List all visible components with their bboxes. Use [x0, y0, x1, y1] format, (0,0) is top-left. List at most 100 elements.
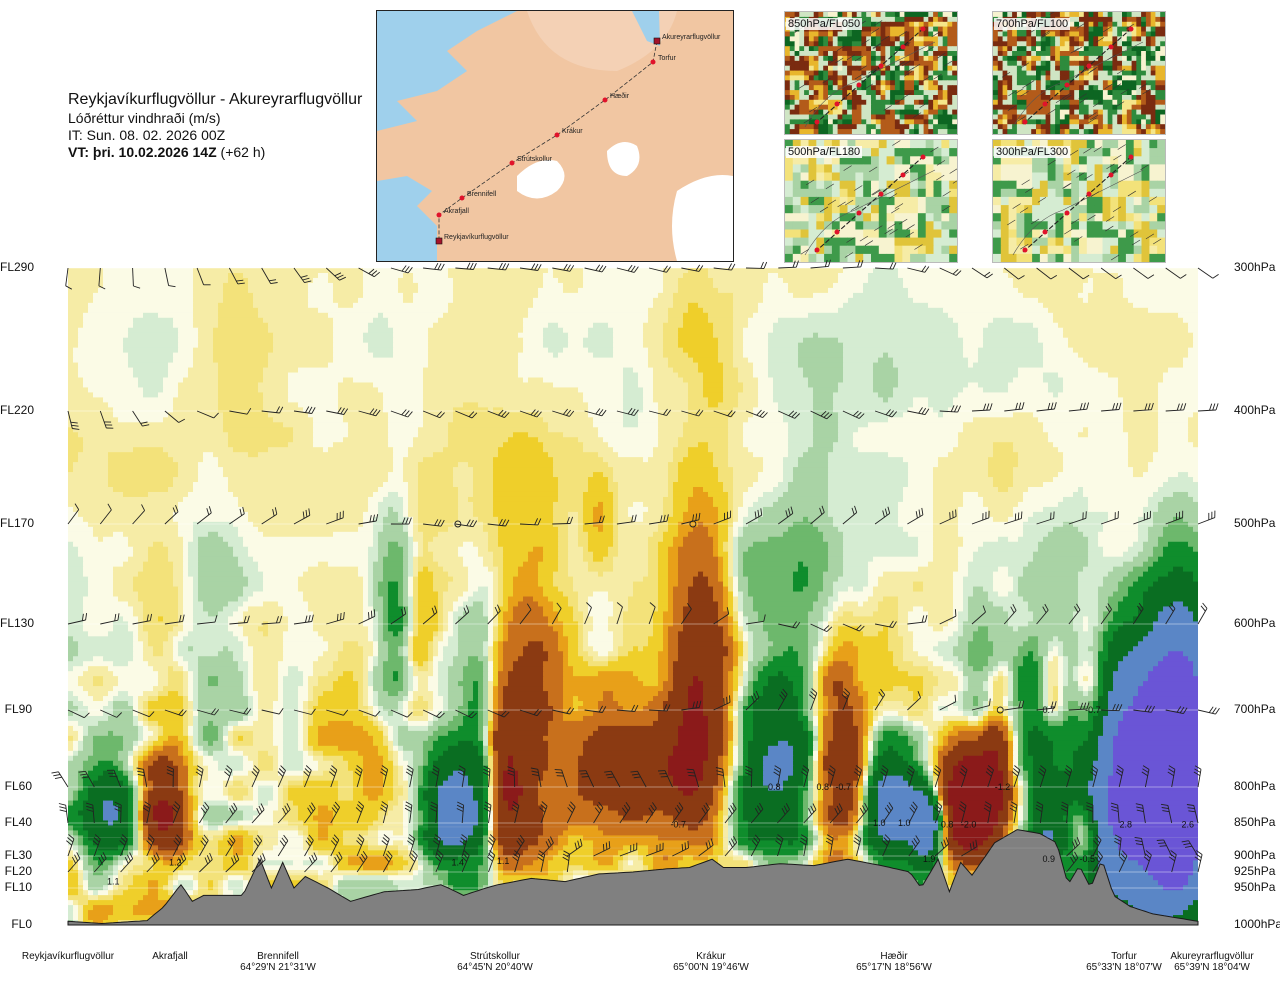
- field-cell: [503, 576, 514, 583]
- waypoint-label: Akureyrarflugvöllur: [662, 34, 721, 41]
- inset-cell: [799, 41, 805, 47]
- field-cell: [653, 447, 674, 453]
- inset-cell: [1002, 119, 1008, 125]
- field-cell: [958, 531, 1024, 538]
- field-cell: [1123, 551, 1139, 558]
- field-cell: [378, 531, 409, 538]
- inset-cell: [1098, 55, 1104, 62]
- inset-cell: [894, 229, 903, 239]
- inset-cell: [880, 75, 886, 81]
- inset-cell: [847, 156, 856, 165]
- inset-cell: [1160, 51, 1165, 57]
- inset-cell: [1059, 109, 1066, 115]
- field-cell: [683, 422, 729, 428]
- inset-cell: [831, 221, 841, 230]
- field-cell: [1118, 586, 1129, 593]
- field-cell: [708, 268, 844, 274]
- inset-cell: [837, 114, 843, 120]
- inset-cell: [824, 237, 833, 247]
- inset-cell: [1093, 46, 1099, 52]
- inset-cell: [894, 140, 903, 149]
- inset-cell: [800, 221, 809, 230]
- field-cell: [188, 367, 219, 374]
- inset-cell: [937, 12, 944, 18]
- field-cell: [428, 566, 444, 573]
- field-cell: [403, 467, 419, 473]
- inset-cell: [1118, 253, 1127, 262]
- inset-cell: [886, 237, 895, 247]
- inset-cell: [1145, 104, 1152, 111]
- field-cell: [688, 531, 709, 538]
- inset-cell: [1064, 104, 1070, 111]
- inset-cell: [910, 188, 919, 198]
- field-cell: [453, 482, 474, 488]
- inset-cell: [863, 164, 872, 173]
- field-cell: [193, 282, 224, 289]
- inset-cell: [1079, 70, 1085, 76]
- field-cell: [78, 332, 129, 339]
- field-cell: [273, 337, 334, 344]
- field-cell: [953, 586, 964, 593]
- field-cell: [733, 561, 739, 568]
- inset-cell: [1083, 31, 1090, 37]
- inset-cell: [1150, 124, 1156, 130]
- inset-cell: [933, 90, 939, 96]
- field-cell: [453, 287, 539, 294]
- inset-cell: [1102, 180, 1111, 190]
- inset-cell: [914, 104, 920, 111]
- inset-cell: [785, 119, 791, 125]
- inset-barb: [1139, 83, 1148, 89]
- inset-cell: [1045, 129, 1051, 134]
- field-cell: [993, 516, 1009, 523]
- inset-cell: [1155, 70, 1161, 76]
- field-cell: [668, 491, 674, 498]
- inset-cell: [789, 75, 796, 81]
- field-cell: [583, 526, 599, 533]
- inset-cell: [851, 75, 858, 81]
- inset-cell: [909, 12, 915, 18]
- inset-cell: [804, 90, 810, 96]
- inset-cell: [1133, 148, 1142, 157]
- inset-cell: [1039, 180, 1049, 190]
- field-cell: [903, 491, 934, 498]
- inset-cell: [1141, 26, 1147, 32]
- inset-cell: [856, 31, 862, 37]
- inset-barb: [1071, 218, 1080, 225]
- inset-cell: [1160, 99, 1165, 106]
- field-cell: [593, 556, 604, 563]
- inset-barb: [843, 165, 852, 171]
- inset-cell: [823, 31, 829, 37]
- field-cell: [623, 377, 639, 384]
- field-cell: [728, 586, 734, 593]
- field-cell: [793, 521, 814, 528]
- field-cell: [838, 337, 964, 344]
- inset-cell: [808, 51, 815, 57]
- field-cell: [823, 571, 844, 578]
- inset-cell: [808, 237, 817, 247]
- inset-route-point: [920, 26, 926, 32]
- field-cell: [333, 322, 369, 329]
- field-cell: [68, 372, 79, 379]
- field-cell: [1093, 268, 1198, 274]
- field-cell: [723, 397, 739, 403]
- inset-cell: [792, 245, 802, 255]
- field-cell: [773, 327, 959, 334]
- field-cell: [933, 467, 989, 473]
- inset-cell: [918, 99, 925, 106]
- inset-cell: [785, 65, 791, 72]
- inset-cell: [1002, 75, 1008, 81]
- inset-cell: [1125, 221, 1135, 230]
- inset-cell: [942, 60, 948, 67]
- inset-cell: [1117, 55, 1123, 62]
- inset-route-point: [856, 82, 862, 88]
- inset-cell: [904, 95, 910, 101]
- field-cell: [378, 312, 384, 319]
- inset-cell: [823, 65, 829, 72]
- inset-cell: [832, 31, 839, 37]
- field-cell: [693, 526, 709, 533]
- field-cell: [568, 571, 599, 578]
- field-cell: [1158, 437, 1189, 443]
- inset-cell: [1055, 229, 1064, 239]
- inset-route-line: [1022, 154, 1134, 253]
